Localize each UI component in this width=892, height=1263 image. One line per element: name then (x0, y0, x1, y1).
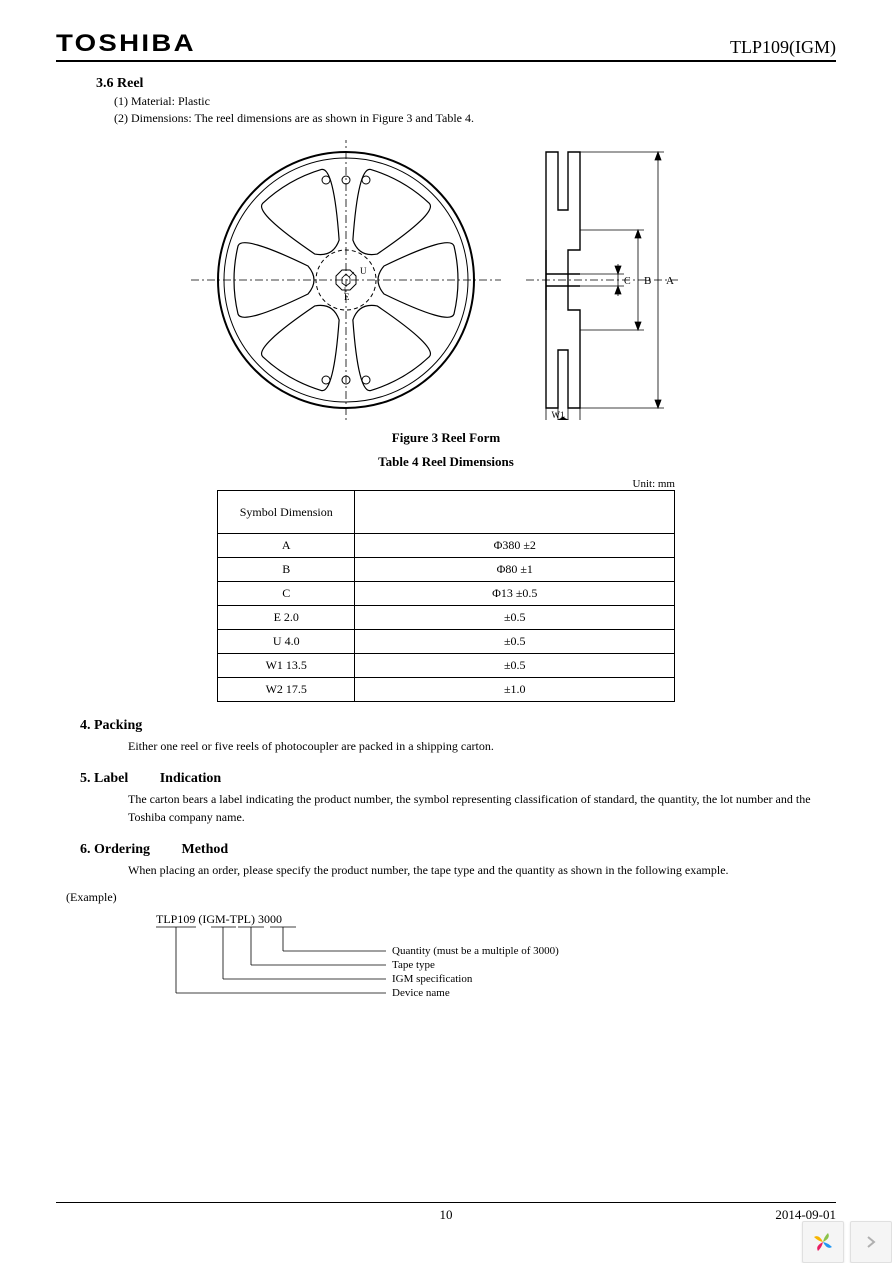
ordering-text: When placing an order, please specify th… (128, 862, 836, 879)
logo-button[interactable] (802, 1221, 844, 1263)
section-6-title-extra: Method (182, 842, 229, 857)
table-row: CΦ13 ±0.5 (218, 582, 675, 606)
callout-tape-type: Tape type (392, 959, 435, 971)
page-number: 10 (440, 1207, 453, 1223)
label-indication-text: The carton bears a label indicating the … (128, 791, 836, 826)
table-row: W2 17.5±1.0 (218, 678, 675, 702)
reel-material-text: (1) Material: Plastic (114, 94, 836, 109)
reel-diagram: U E (176, 140, 716, 420)
order-string: TLP109 (IGM-TPL) 3000 (156, 912, 282, 926)
chevron-right-icon (864, 1235, 878, 1249)
next-button[interactable] (850, 1221, 892, 1263)
section-5-title-main: 5. Label (80, 771, 128, 786)
reel-dimensions-text: (2) Dimensions: The reel dimensions are … (114, 111, 836, 126)
table-row: E 2.0±0.5 (218, 606, 675, 630)
table-header-row: Symbol Dimension (218, 491, 675, 534)
ordering-diagram: TLP109 (IGM-TPL) 3000 Quantity (must be … (156, 909, 836, 1013)
brand-logo: TOSHIBA (56, 30, 196, 58)
viewer-widgets (802, 1221, 892, 1263)
section-6-title: 6. Ordering Method (80, 842, 836, 858)
unit-label: Unit: mm (217, 478, 675, 490)
page-container: TOSHIBA TLP109(IGM) 3.6 Reel (1) Materia… (0, 0, 892, 1263)
reel-dimensions-table: Symbol Dimension AΦ380 ±2 BΦ80 ±1 CΦ13 ±… (217, 490, 675, 702)
packing-text: Either one reel or five reels of photoco… (128, 738, 836, 755)
pinwheel-icon (811, 1230, 835, 1254)
table-header-blank (355, 491, 675, 534)
section-4-title: 4. Packing (80, 718, 836, 734)
page-header: TOSHIBA TLP109(IGM) (56, 30, 836, 62)
table-header-symbol: Symbol Dimension (218, 491, 355, 534)
section-3-6-title: 3.6 Reel (96, 76, 836, 92)
callout-device: Device name (392, 987, 450, 999)
section-5-title: 5. Label Indication (80, 771, 836, 787)
table-row: W1 13.5±0.5 (218, 654, 675, 678)
part-number: TLP109(IGM) (730, 37, 836, 58)
label-w1: W1 (552, 410, 565, 420)
table-row: U 4.0±0.5 (218, 630, 675, 654)
label-b: B (644, 275, 651, 287)
figure-3-caption: Figure 3 Reel Form (56, 430, 836, 446)
table-row: BΦ80 ±1 (218, 558, 675, 582)
table-4-caption: Table 4 Reel Dimensions (56, 454, 836, 470)
example-label: (Example) (66, 890, 836, 905)
figure-wrap: U E (56, 140, 836, 470)
callout-igm-spec: IGM specification (392, 973, 473, 985)
label-c: C (624, 276, 631, 287)
table-row: AΦ380 ±2 (218, 534, 675, 558)
section-6-title-main: 6. Ordering (80, 842, 150, 857)
label-a: A (666, 275, 674, 287)
section-5-title-extra: Indication (160, 771, 221, 786)
label-u: U (360, 266, 367, 276)
page-footer: 10 2014-09-01 (56, 1202, 836, 1223)
callout-quantity: Quantity (must be a multiple of 3000) (392, 945, 559, 957)
